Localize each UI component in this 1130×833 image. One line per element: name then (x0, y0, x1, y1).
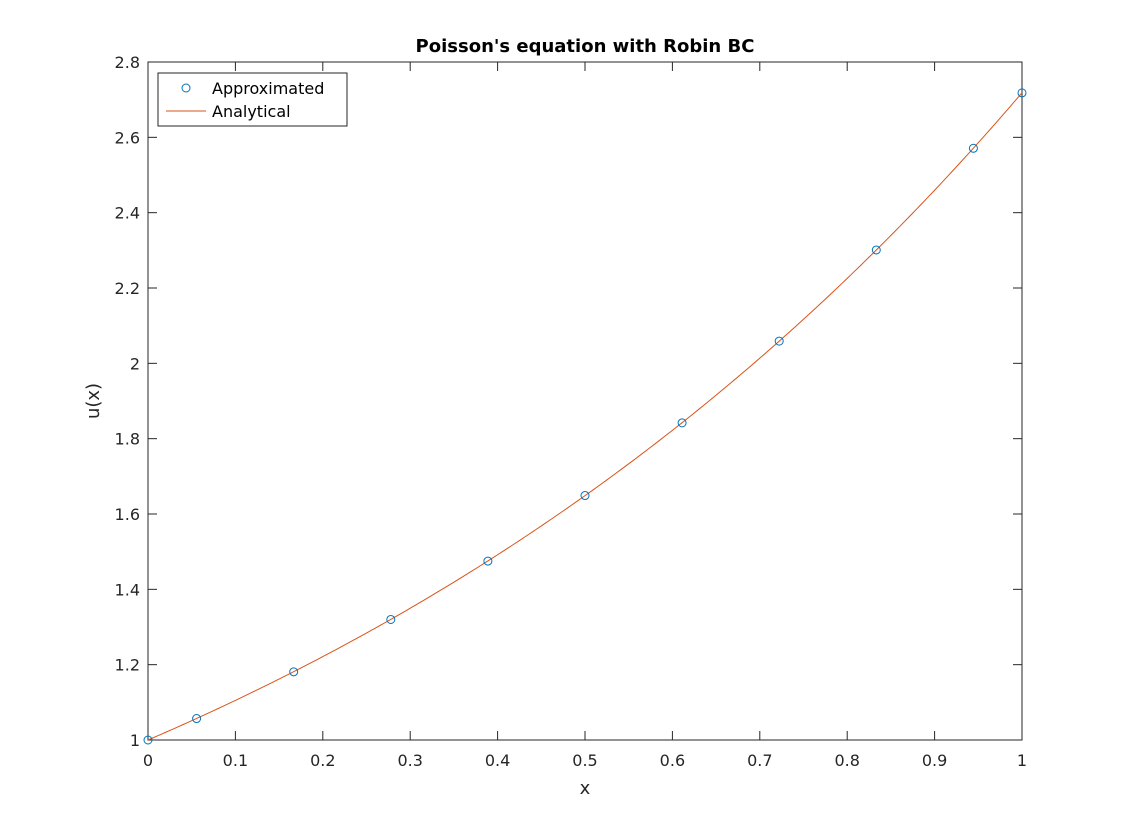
axes-box (147, 61, 1023, 741)
y-tick-label: 1.4 (115, 580, 140, 599)
y-tick-label: 2.8 (115, 53, 140, 72)
analytical-line (147, 92, 1023, 741)
y-tick-label: 2 (130, 354, 140, 373)
x-tick-label: 0.8 (834, 751, 859, 770)
approximated-point (289, 667, 299, 677)
approximated-point (143, 735, 153, 745)
legend-marker-approximated (181, 83, 191, 93)
approximated-point (483, 556, 493, 566)
approximated-point (1017, 88, 1027, 98)
y-tick-label: 1.8 (115, 430, 140, 449)
y-tick-label: 1.2 (115, 656, 140, 675)
x-tick-label: 0.1 (223, 751, 248, 770)
y-axis-label: u(x) (83, 383, 104, 419)
approximated-point (192, 714, 202, 724)
x-tick-label: 0.7 (747, 751, 772, 770)
legend-label-approximated: Approximated (212, 79, 324, 98)
x-tick-label: 0.6 (660, 751, 685, 770)
series-approximated (143, 88, 1027, 745)
y-tick-label: 1.6 (115, 505, 140, 524)
y-tick-label: 1 (130, 731, 140, 750)
x-tick-label: 0.9 (922, 751, 947, 770)
x-tick-label: 0 (143, 751, 153, 770)
y-tick-label: 2.4 (115, 204, 140, 223)
legend-label-analytical: Analytical (212, 102, 291, 121)
approximated-point (774, 336, 784, 346)
approximated-point (968, 143, 978, 153)
x-tick-label: 1 (1017, 751, 1027, 770)
y-tick-label: 2.2 (115, 279, 140, 298)
x-axis-label: x (580, 778, 591, 799)
legend: Approximated Analytical (157, 72, 348, 127)
approximated-point (677, 418, 687, 428)
x-tick-label: 0.3 (397, 751, 422, 770)
approximated-point (386, 614, 396, 624)
legend-box (157, 72, 348, 127)
x-axis: 0 0.1 0.2 0.3 0.4 0.5 0.6 0.7 0.8 0.9 1 (143, 62, 1027, 770)
x-tick-label: 0.5 (572, 751, 597, 770)
x-tick-label: 0.2 (310, 751, 335, 770)
y-tick-label: 2.6 (115, 128, 140, 147)
approximated-point (580, 491, 590, 501)
series-analytical (147, 92, 1023, 741)
y-axis: 1 1.2 1.4 1.6 1.8 2 2.2 2.4 2.6 2.8 (115, 53, 1022, 750)
plot-area (147, 61, 1023, 741)
approximated-point (871, 245, 881, 255)
x-tick-label: 0.4 (485, 751, 510, 770)
chart-title: Poisson's equation with Robin BC (416, 36, 755, 57)
